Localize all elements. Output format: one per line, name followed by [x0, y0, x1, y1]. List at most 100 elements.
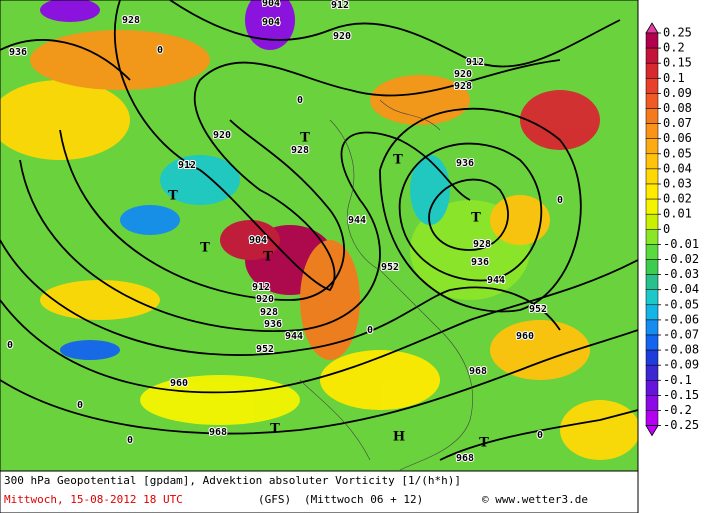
footer-run: (Mittwoch 06 + 12) [304, 493, 423, 506]
colorbar-tick-label: 0.1 [663, 71, 685, 85]
colorbar-tick-label: 0.06 [663, 131, 692, 145]
contour-label: 0 [157, 45, 163, 56]
colorbar-swatch [645, 108, 659, 124]
contour-label: 952 [256, 344, 274, 355]
contour-label: 936 [264, 319, 282, 330]
colorbar-tick-label: 0.2 [663, 41, 685, 55]
contour-label: 904 [262, 0, 280, 9]
colorbar-tick-label: -0.25 [663, 418, 699, 432]
contour-label: 928 [122, 15, 140, 26]
contour-label: 0 [367, 325, 373, 336]
contour-label: 912 [466, 57, 484, 68]
pressure-center-label: T [300, 131, 310, 146]
contour-label: 920 [333, 31, 351, 42]
contour-label: 912 [178, 160, 196, 171]
pressure-center-label: T [270, 422, 280, 437]
contour-label: 0 [297, 95, 303, 106]
colorbar-swatch [645, 93, 659, 109]
colorbar-tick-label: -0.15 [663, 388, 699, 402]
colorbar-tick-label: 0.15 [663, 56, 692, 70]
colorbar-swatch [645, 244, 659, 260]
colorbar-swatch [645, 183, 659, 200]
colorbar-bottom-arrow [645, 425, 659, 437]
colorbar-swatch [645, 334, 659, 351]
contour-label: 936 [456, 158, 474, 169]
pressure-center-label: T [479, 436, 489, 451]
contour-label: 944 [348, 215, 366, 226]
contour-label: 944 [285, 331, 303, 342]
colorbar-swatch [645, 168, 659, 185]
footer-credit: © www.wetter3.de [482, 493, 588, 506]
colorbar-swatch [645, 229, 659, 245]
colorbar-top-arrow [645, 22, 659, 34]
colorbar-tick-label: -0.07 [663, 328, 699, 342]
coastlines [299, 99, 473, 471]
contour-label: 912 [252, 282, 270, 293]
pressure-center-label: T [471, 211, 481, 226]
colorbar-swatch [645, 274, 659, 290]
contour-label: 952 [529, 304, 547, 315]
contour-label: 0 [77, 400, 83, 411]
colorbar-swatch [645, 32, 659, 49]
contour-label: 968 [469, 366, 487, 377]
contour-label: 936 [471, 257, 489, 268]
geopotential-contours [0, 0, 638, 461]
contour-label: 928 [291, 145, 309, 156]
colorbar-swatch [645, 213, 659, 230]
contour-label: 904 [249, 235, 267, 246]
colorbar-swatch [645, 319, 659, 336]
colorbar-swatch [645, 349, 659, 366]
colorbar-tick-label: 0.04 [663, 161, 692, 175]
colorbar-swatch [645, 304, 659, 321]
contour-label: 936 [9, 47, 27, 58]
colorbar-tick-label: 0.05 [663, 146, 692, 160]
colorbar-swatch [645, 47, 659, 64]
pressure-center-label: T [168, 189, 178, 204]
footer-title: 300 hPa Geopotential [gpdam], Advektion … [4, 474, 461, 487]
colorbar-tick-label: -0.06 [663, 312, 699, 326]
contour-label: 0 [127, 435, 133, 446]
contour-label: 928 [454, 81, 472, 92]
colorbar-swatch [645, 78, 659, 94]
colorbar-swatch [645, 198, 659, 215]
contour-label: 968 [209, 427, 227, 438]
footer-model: (GFS) [258, 493, 291, 506]
colorbar-swatch [645, 123, 659, 139]
contour-label: 0 [537, 430, 543, 441]
pressure-center-label: H [393, 430, 405, 445]
contour-label: 912 [331, 0, 349, 11]
contour-label: 904 [262, 17, 280, 28]
colorbar-tick-label: 0.08 [663, 101, 692, 115]
footer-date: Mittwoch, 15-08-2012 18 UTC [4, 493, 183, 506]
colorbar-swatch [645, 395, 659, 411]
contour-label: 920 [454, 69, 472, 80]
colorbar-tick-label: -0.08 [663, 343, 699, 357]
colorbar-tick-label: -0.03 [663, 267, 699, 281]
colorbar-tick-label: 0 [663, 222, 670, 236]
colorbar-tick-label: -0.09 [663, 358, 699, 372]
colorbar-swatch [645, 289, 659, 306]
colorbar-swatch [645, 153, 659, 170]
colorbar-swatch [645, 410, 659, 426]
contour-label: 960 [170, 378, 188, 389]
contour-label: 928 [260, 307, 278, 318]
contour-label: 944 [487, 275, 505, 286]
colorbar-swatch [645, 380, 659, 396]
footer-box [0, 470, 639, 513]
colorbar-tick-label: 0.03 [663, 177, 692, 191]
colorbar-tick-label: -0.01 [663, 237, 699, 251]
colorbar-swatch [645, 138, 659, 155]
contour-label: 920 [256, 294, 274, 305]
colorbar-tick-label: 0.09 [663, 86, 692, 100]
colorbar-tick-label: -0.05 [663, 297, 699, 311]
contour-label: 0 [7, 340, 13, 351]
colorbar-swatch [645, 62, 659, 79]
contour-label: 952 [381, 262, 399, 273]
contour-label: 960 [516, 331, 534, 342]
colorbar-swatch [645, 259, 659, 275]
map [0, 0, 638, 471]
contour-label: 0 [557, 195, 563, 206]
colorbar-tick-label: -0.1 [663, 373, 692, 387]
colorbar-tick-label: -0.04 [663, 282, 699, 296]
colorbar-tick-label: 0.25 [663, 26, 692, 40]
